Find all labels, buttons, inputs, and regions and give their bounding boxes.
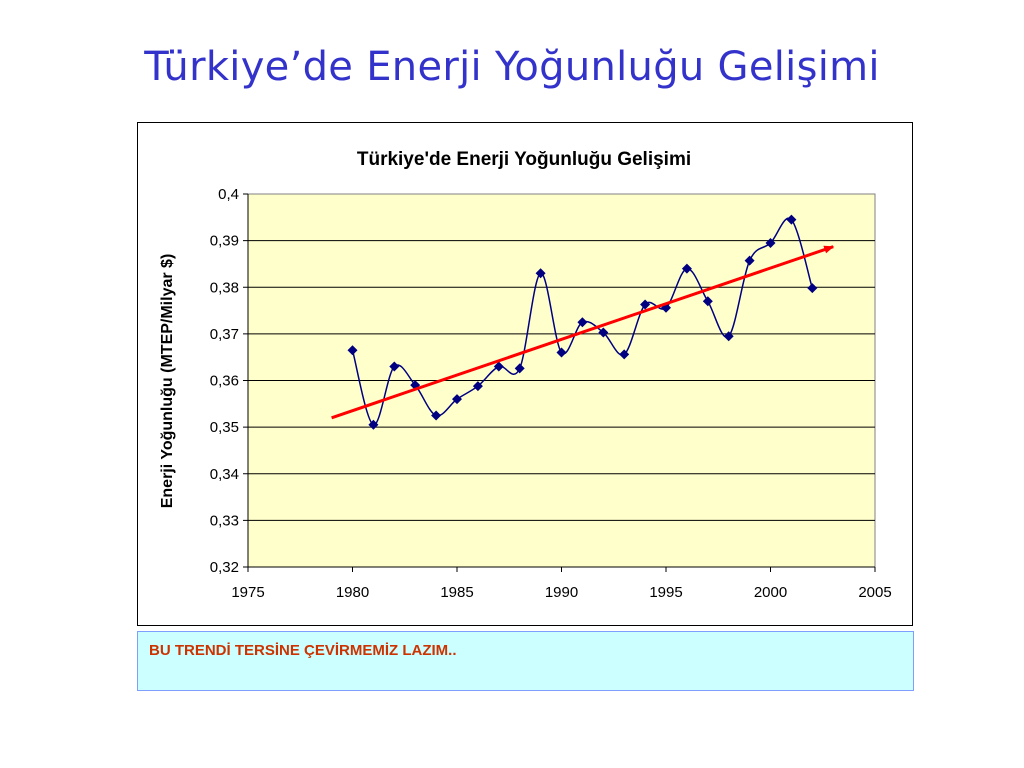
x-tick-labels: 1975 1980 1985 1990 1995 2000 2005 [231, 584, 891, 601]
y-tick-label: 0,34 [210, 466, 239, 483]
data-point-marker [389, 361, 400, 372]
x-tick-label: 1990 [545, 584, 578, 601]
data-point-marker [744, 255, 755, 266]
x-tick-label: 2005 [858, 584, 891, 601]
x-tick-label: 2000 [754, 584, 787, 601]
y-tick-labels: 0,4 0,39 0,38 0,37 0,36 0,35 0,34 0,33 0,32 [210, 186, 239, 576]
x-tick-label: 1995 [649, 584, 682, 601]
data-point-marker [598, 327, 609, 338]
series-layer [347, 214, 818, 430]
data-point-marker [347, 345, 358, 356]
y-tick-label: 0,38 [210, 279, 239, 296]
y-tick-label: 0,4 [218, 186, 239, 203]
data-point-marker [535, 268, 546, 279]
data-point-marker [640, 299, 651, 310]
note-box: BU TRENDİ TERSİNE ÇEVİRMEMİZ LAZIM.. [137, 631, 914, 691]
data-point-marker [786, 214, 797, 225]
data-point-marker [368, 419, 379, 430]
y-axis-label: Enerji Yoğunluğu (MTEP/Milyar $) [159, 254, 176, 509]
data-point-marker [431, 410, 442, 421]
data-point-marker [514, 363, 525, 374]
x-tick-label: 1975 [231, 584, 264, 601]
chart-frame: Türkiye'de Enerji Yoğunluğu Gelişimi 0,4… [137, 122, 913, 626]
data-point-marker [472, 381, 483, 392]
data-point-marker [493, 361, 504, 372]
chart-title: Türkiye'de Enerji Yoğunluğu Gelişimi [357, 149, 691, 170]
y-tick-label: 0,32 [210, 559, 239, 576]
data-point-marker [577, 317, 588, 328]
data-point-marker [702, 296, 713, 307]
data-point-marker [765, 237, 776, 248]
y-tick-label: 0,35 [210, 419, 239, 436]
slide-title: Türkiye’de Enerji Yoğunluğu Gelişimi [144, 44, 880, 90]
note-text: BU TRENDİ TERSİNE ÇEVİRMEMİZ LAZIM.. [149, 642, 457, 659]
y-tick-label: 0,33 [210, 512, 239, 529]
data-point-marker [619, 349, 630, 360]
data-point-marker [556, 347, 567, 358]
x-tick-label: 1985 [440, 584, 473, 601]
data-point-marker [452, 394, 462, 405]
y-tick-label: 0,37 [210, 326, 239, 343]
axes [247, 194, 876, 572]
data-point-marker [723, 331, 734, 342]
data-point-marker [807, 283, 818, 294]
y-tick-label: 0,36 [210, 373, 239, 390]
trend-arrow [331, 245, 835, 420]
x-tick-label: 1980 [336, 584, 369, 601]
data-point-marker [681, 263, 692, 274]
series-line [351, 217, 814, 426]
chart: Türkiye'de Enerji Yoğunluğu Gelişimi 0,4… [159, 149, 892, 601]
y-tick-label: 0,39 [210, 233, 239, 250]
trend-layer [331, 245, 835, 420]
